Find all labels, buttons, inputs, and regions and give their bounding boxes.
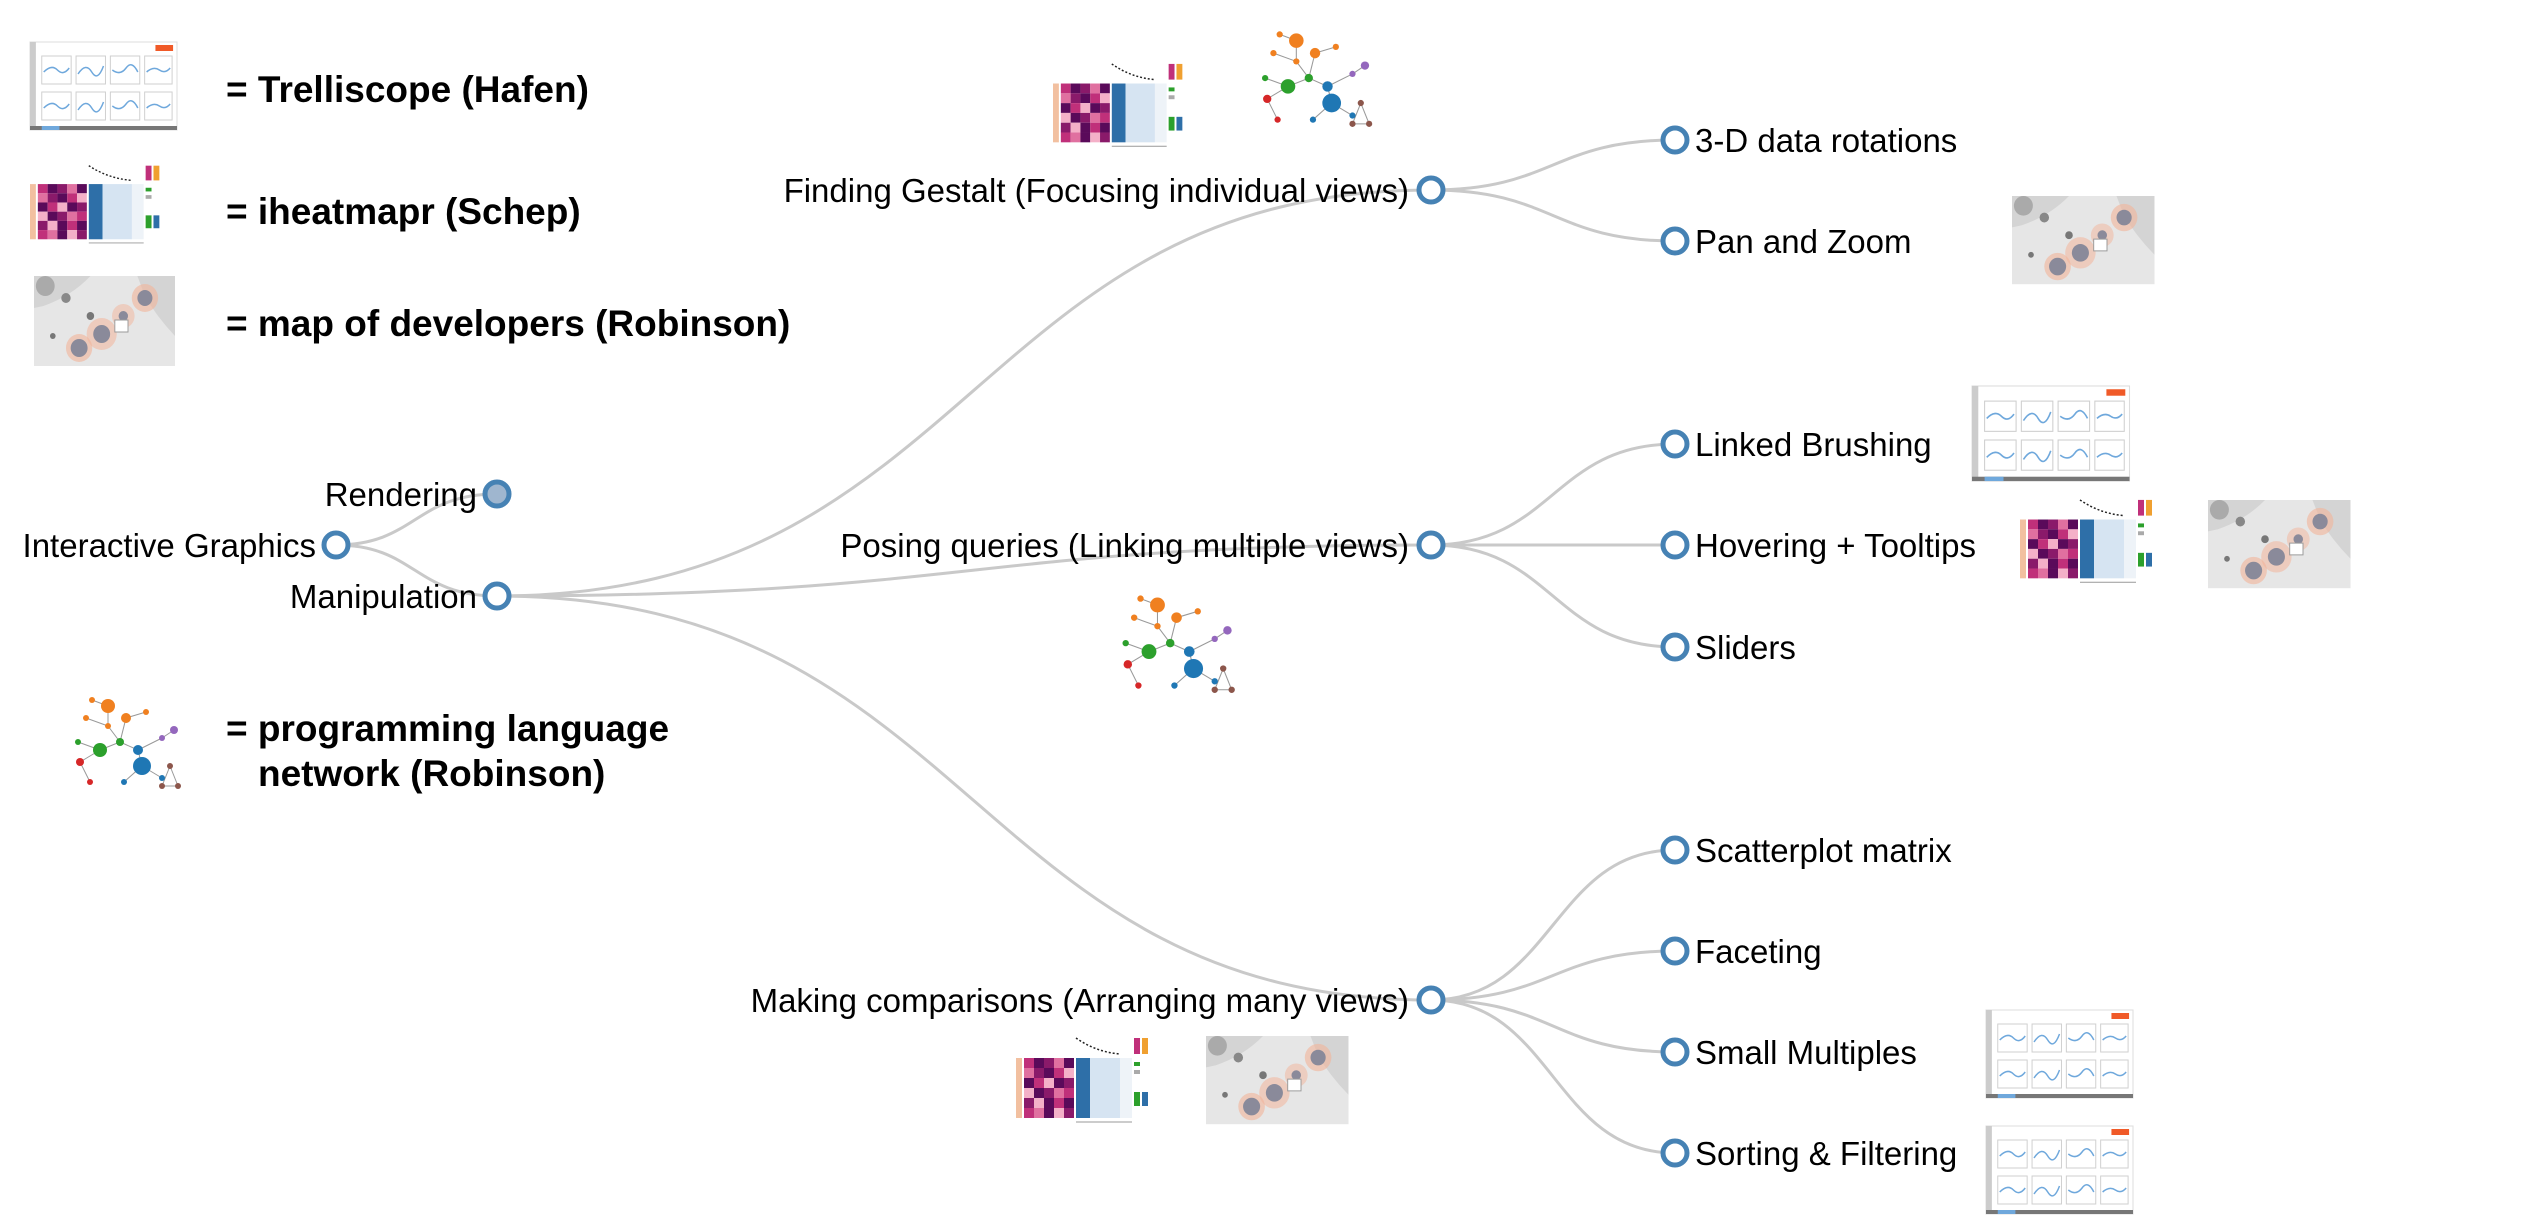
trelliscope-thumbnail-icon [29,41,178,131]
node-sliders[interactable] [1660,632,1690,662]
label-pan-zoom: Pan and Zoom [1695,223,1911,260]
node-pan-zoom[interactable] [1660,226,1690,256]
legend-map-text: = map of developers (Robinson) [226,303,790,344]
link-comparisons-smallmultiples [1430,998,1676,1054]
label-hovering-tooltips: Hovering + Tooltips [1695,527,1976,564]
node-hovering-tooltips[interactable] [1660,530,1690,560]
trelliscope-thumbnail-icon [1985,1125,2134,1215]
label-small-multiples: Small Multiples [1695,1034,1917,1071]
network-thumbnail-icon [74,696,182,790]
node-scatterplot-matrix[interactable] [1660,835,1690,865]
node-sorting-filtering[interactable] [1660,1138,1690,1168]
node-finding-gestalt[interactable] [1416,175,1446,205]
label-rendering: Rendering [325,476,477,513]
network-thumbnail-icon [1261,30,1373,128]
network-thumbnail-icon [1121,594,1236,694]
node-linked-brushing[interactable] [1660,429,1690,459]
trelliscope-thumbnail-icon [1971,385,2131,482]
link-manipulation-gestalt [496,188,1432,598]
label-interactive-graphics: Interactive Graphics [23,527,316,564]
link-manipulation-queries [496,543,1432,598]
tree-labels: Interactive Graphics Rendering Manipulat… [23,122,1976,1172]
link-comparisons-faceting [1430,949,1676,1002]
node-posing-queries[interactable] [1416,530,1446,560]
label-manipulation: Manipulation [290,578,477,615]
tree-nodes [321,125,1690,1168]
label-finding-gestalt: Finding Gestalt (Focusing individual vie… [784,172,1409,209]
legend-network-text-line1: = programming language [226,708,669,749]
link-root-manipulation [335,543,498,598]
node-rendering[interactable] [482,479,512,509]
label-posing-queries: Posing queries (Linking multiple views) [840,527,1409,564]
link-gestalt-rotations [1430,138,1676,192]
label-3d-rotations: 3-D data rotations [1695,122,1957,159]
label-linked-brushing: Linked Brushing [1695,426,1932,463]
legend-trelliscope-text: = Trelliscope (Hafen) [226,69,589,110]
label-sorting-filtering: Sorting & Filtering [1695,1135,1957,1172]
link-comparisons-splom [1430,848,1676,1002]
node-making-comparisons[interactable] [1416,985,1446,1015]
trelliscope-thumbnail-icon [1985,1009,2134,1099]
label-making-comparisons: Making comparisons (Arranging many views… [751,982,1409,1019]
map-thumbnail-icon [33,275,176,367]
iheatmapr-thumbnail-icon [29,161,178,248]
link-root-rendering [335,492,498,547]
iheatmapr-thumbnail-icon [1015,1033,1167,1127]
link-manipulation-comparisons [496,594,1432,1002]
node-manipulation[interactable] [482,581,512,611]
label-faceting: Faceting [1695,933,1822,970]
iheatmapr-thumbnail-icon [2019,495,2171,587]
map-thumbnail-icon [2011,195,2155,285]
link-queries-sliders [1430,543,1676,649]
legend-network-text-line2: network (Robinson) [258,753,605,794]
label-scatterplot-matrix: Scatterplot matrix [1695,832,1952,869]
node-faceting[interactable] [1660,936,1690,966]
legend-iheatmapr-text: = iheatmapr (Schep) [226,191,581,232]
node-small-multiples[interactable] [1660,1037,1690,1067]
link-queries-brushing [1430,442,1676,547]
link-comparisons-sorting [1430,998,1676,1155]
map-thumbnail-icon [1205,1035,1349,1125]
tree-links [335,138,1676,1155]
iheatmapr-thumbnail-icon [1052,59,1201,151]
legend: = Trelliscope (Hafen) = iheatmapr (Schep… [29,41,790,794]
map-thumbnail-icon [2207,499,2351,589]
node-interactive-graphics[interactable] [321,530,351,560]
node-3d-rotations[interactable] [1660,125,1690,155]
link-gestalt-panzoom [1430,188,1676,243]
label-sliders: Sliders [1695,629,1796,666]
